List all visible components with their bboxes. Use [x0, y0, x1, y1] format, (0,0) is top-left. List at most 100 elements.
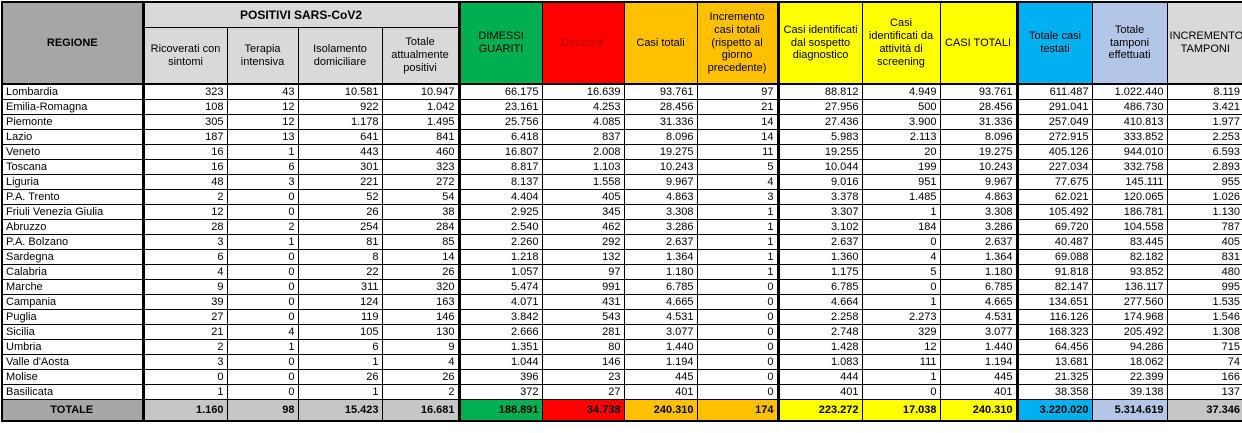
cell-value: 323	[142, 83, 228, 100]
total-value: 34.738	[541, 399, 625, 422]
cell-value: 2.258	[777, 309, 863, 325]
cell-value: 401	[777, 384, 863, 400]
cell-value: 1.428	[777, 339, 863, 355]
cell-value: 82.147	[1016, 279, 1093, 295]
cell-value: 168.323	[1016, 324, 1093, 340]
cell-value: 3.308	[623, 204, 698, 220]
cell-value: 1.042	[381, 99, 461, 115]
cell-value: 19.275	[623, 144, 698, 160]
table-row: Piemonte 305 12 1.178 1.495 25.756 4.085 31.336…	[1, 114, 1242, 130]
cell-value: 16	[142, 144, 228, 160]
cell-value: 1.178	[297, 114, 383, 130]
header-sub-row: Ricoverati con sintomi Terapia intensiva…	[2, 27, 1242, 85]
cell-value: 0	[696, 279, 780, 295]
cell-value: 4	[861, 249, 941, 265]
cell-value: 43	[226, 83, 299, 100]
cell-value: 174.968	[1091, 309, 1168, 325]
cell-value: 9.016	[777, 174, 863, 190]
cell-value: 405	[541, 189, 625, 205]
cell-value: 12	[142, 204, 228, 220]
cell-value: 16.639	[541, 83, 625, 100]
cell-value: 1	[226, 234, 299, 250]
cell-value: 5	[861, 264, 941, 280]
cell-value: 272.915	[1016, 129, 1093, 145]
cell-value: 94.286	[1091, 339, 1168, 355]
cell-value: 10.581	[297, 83, 383, 100]
cell-value: 1	[696, 264, 780, 280]
cell-value: 132	[541, 249, 625, 265]
cell-value: 1	[696, 219, 780, 235]
cell-value: 254	[297, 219, 383, 235]
cell-region: Sardegna	[1, 249, 145, 265]
cell-value: 1	[861, 204, 941, 220]
cell-value: 2	[142, 189, 228, 205]
cell-value: 21	[696, 99, 780, 115]
cell-value: 74	[1166, 354, 1242, 370]
table-row: Umbria 2 1 6 9 1.351 80 1.440 0 1.428 12 1.440 64.45…	[1, 339, 1242, 355]
cell-value: 23.161	[458, 99, 543, 115]
cell-region: Basilicata	[1, 384, 145, 400]
header-casi-totali: Casi totali	[623, 1, 698, 85]
total-value: 98	[226, 399, 299, 422]
cell-value: 8.137	[458, 174, 543, 190]
cell-value: 2	[142, 339, 228, 355]
cell-value: 2.113	[861, 129, 941, 145]
cell-value: 85	[381, 234, 461, 250]
cell-value: 54	[381, 189, 461, 205]
cell-value: 205.492	[1091, 324, 1168, 340]
cell-value: 38.358	[1016, 384, 1093, 400]
table-row: Calabria 4 0 22 26 1.057 97 1.180 1 1.175 5 1.180 91…	[1, 264, 1242, 280]
header-casi-sospetto: Casi identificati dal sospetto diagnosti…	[777, 1, 863, 85]
cell-value: 995	[1166, 279, 1242, 295]
cell-value: 21	[142, 324, 228, 340]
cell-value: 4.665	[623, 294, 698, 310]
cell-value: 10.243	[623, 159, 698, 175]
cell-value: 5.983	[777, 129, 863, 145]
cell-value: 10.044	[777, 159, 863, 175]
cell-value: 4.531	[939, 309, 1019, 325]
cell-value: 104.558	[1091, 219, 1168, 235]
cell-value: 1	[297, 354, 383, 370]
cell-value: 2.008	[541, 144, 625, 160]
cell-value: 8.096	[623, 129, 698, 145]
table-row: Basilicata 1 0 1 2 372 27 401 0 401 0 401 38.358 39.1…	[1, 384, 1242, 400]
cell-value: 401	[623, 384, 698, 400]
cell-value: 187	[142, 129, 228, 145]
table-row: Abruzzo 28 2 254 284 2.540 462 3.286 1 3.102 184 3.…	[1, 219, 1242, 235]
cell-value: 80	[541, 339, 625, 355]
cell-value: 1.083	[777, 354, 863, 370]
cell-value: 4	[142, 264, 228, 280]
cell-value: 31.336	[939, 114, 1019, 130]
cell-value: 1.026	[1166, 189, 1242, 205]
table-row: Valle d'Aosta 3 0 1 4 1.044 146 1.194 0 1.083 111 1…	[1, 354, 1242, 370]
cell-value: 401	[939, 384, 1019, 400]
table-row: Friuli Venezia Giulia 12 0 26 38 2.925 345 3.30…	[1, 204, 1242, 220]
cell-value: 145.111	[1091, 174, 1168, 190]
cell-value: 27.956	[777, 99, 863, 115]
cell-value: 12	[226, 99, 299, 115]
cell-value: 20	[861, 144, 941, 160]
cell-value: 4.404	[458, 189, 543, 205]
cell-value: 146	[541, 354, 625, 370]
cell-value: 88.812	[777, 83, 863, 100]
cell-region: Veneto	[1, 144, 145, 160]
cell-value: 1.440	[939, 339, 1019, 355]
total-value: 16.681	[381, 399, 461, 422]
cell-value: 6.785	[623, 279, 698, 295]
cell-region: Campania	[1, 294, 145, 310]
cell-region: Toscana	[1, 159, 145, 175]
total-value: 15.423	[297, 399, 383, 422]
cell-value: 500	[861, 99, 941, 115]
cell-value: 4.863	[623, 189, 698, 205]
cell-value: 14	[381, 249, 461, 265]
cell-value: 1.057	[458, 264, 543, 280]
cell-region: Lazio	[1, 129, 145, 145]
cell-value: 3.102	[777, 219, 863, 235]
cell-value: 69.720	[1016, 219, 1093, 235]
cell-value: 5	[696, 159, 780, 175]
table-row: Toscana 16 6 301 323 8.817 1.103 10.243 5 10.044 1…	[1, 159, 1242, 175]
cell-value: 9.967	[623, 174, 698, 190]
cell-region: Abruzzo	[1, 219, 145, 235]
cell-value: 305	[142, 114, 228, 130]
header-regione: REGIONE	[1, 1, 145, 85]
